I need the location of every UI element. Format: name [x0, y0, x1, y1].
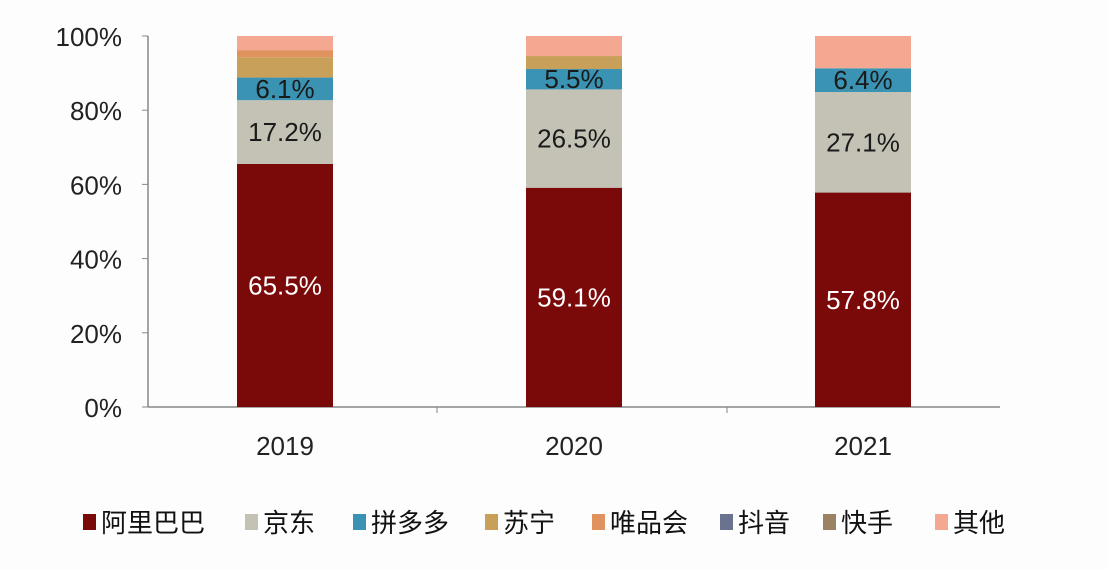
bar-segment: [237, 36, 333, 51]
legend-swatch: [720, 514, 733, 530]
legend-swatch: [353, 514, 366, 530]
legend-swatch: [935, 514, 948, 530]
bar-segment: [237, 57, 333, 78]
bar-segment: [526, 56, 622, 70]
y-tick-label: 100%: [56, 22, 123, 52]
data-label: 26.5%: [537, 124, 611, 154]
legend-swatch: [485, 514, 498, 530]
legend-label: 拼多多: [371, 508, 449, 538]
bar-segment: [815, 36, 911, 69]
legend-swatch: [83, 514, 96, 530]
data-label: 65.5%: [248, 270, 322, 300]
x-tick-label: 2019: [256, 431, 314, 461]
legend-label: 抖音: [738, 508, 790, 538]
y-tick-label: 0%: [84, 393, 122, 423]
legend-label: 唯品会: [610, 508, 688, 538]
data-label: 57.8%: [826, 285, 900, 315]
legend-label: 苏宁: [503, 508, 555, 538]
bar-segment: [237, 100, 333, 164]
bar-segment: [237, 163, 333, 407]
legend-label: 其他: [953, 508, 1005, 538]
data-label: 5.5%: [544, 64, 603, 94]
bar-segment: [237, 77, 333, 101]
data-label: 59.1%: [537, 282, 611, 312]
bar-segment: [815, 92, 911, 193]
bar-segment: [815, 192, 911, 407]
y-tick-label: 60%: [70, 170, 122, 200]
legend-swatch: [592, 514, 605, 530]
x-tick-label: 2020: [545, 431, 603, 461]
legend-swatch: [823, 514, 836, 530]
legend-label: 快手: [841, 508, 893, 538]
y-tick-label: 40%: [70, 245, 122, 275]
y-tick-label: 20%: [70, 319, 122, 349]
y-tick-label: 80%: [70, 96, 122, 126]
legend-label: 阿里巴巴: [101, 508, 205, 538]
legend-label: 京东: [263, 508, 315, 538]
x-tick-label: 2021: [834, 431, 892, 461]
bar-segment: [526, 89, 622, 188]
bar-segment: [526, 36, 622, 57]
bar-segment: [815, 68, 911, 93]
bar-segment: [237, 50, 333, 58]
legend-swatch: [245, 514, 258, 530]
bar-segment: [526, 69, 622, 90]
data-label: 17.2%: [248, 117, 322, 147]
data-label: 6.4%: [833, 65, 892, 95]
data-label: 6.1%: [255, 74, 314, 104]
data-label: 27.1%: [826, 127, 900, 157]
bar-segment: [526, 187, 622, 407]
